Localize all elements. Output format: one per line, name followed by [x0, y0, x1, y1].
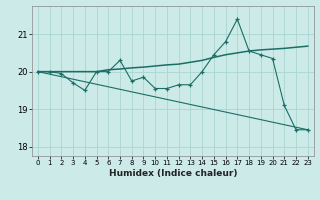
X-axis label: Humidex (Indice chaleur): Humidex (Indice chaleur) — [108, 169, 237, 178]
